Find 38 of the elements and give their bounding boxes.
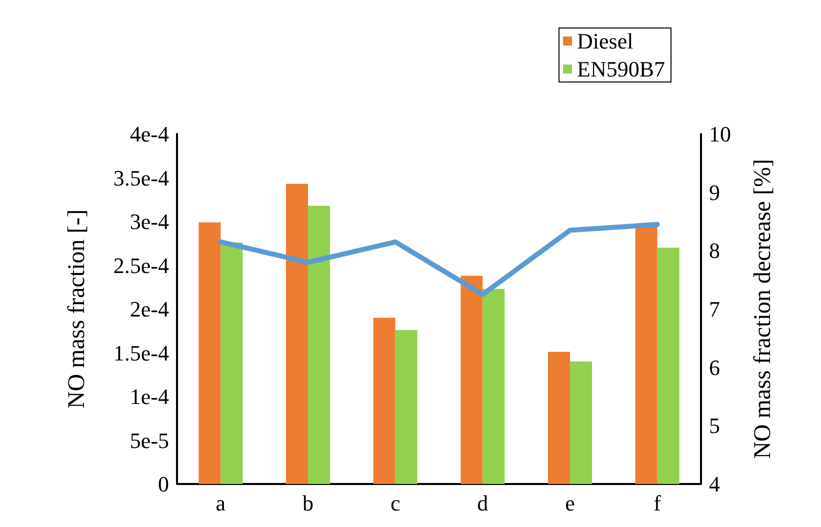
y-tick-label: 5e-5 xyxy=(130,428,169,453)
x-tick-label: a xyxy=(216,490,226,516)
y2-tick-label: 4 xyxy=(709,472,720,496)
x-tick-label: e xyxy=(565,490,575,516)
x-tick-label: f xyxy=(654,490,662,516)
y-tick-label: 2.5e-4 xyxy=(113,252,169,278)
y2-tick-label: 8 xyxy=(709,238,720,264)
bar xyxy=(220,242,243,484)
y2-tick-label: 6 xyxy=(709,354,720,380)
bar xyxy=(482,288,505,484)
y-axis-title: NO mass fraction [-] xyxy=(64,209,90,409)
y-tick-label: 4e-4 xyxy=(130,122,169,146)
y2-axis-title: NO mass fraction decrease [%] xyxy=(750,159,776,459)
y-tick-label: 2e-4 xyxy=(130,296,169,322)
y2-tick-label: 10 xyxy=(709,122,731,146)
y-tick-label: 1.5e-4 xyxy=(113,340,169,366)
bar xyxy=(373,318,396,484)
y-tick-label: 3e-4 xyxy=(130,209,169,234)
y-tick-label: 1e-4 xyxy=(130,384,169,409)
legend-label: Diesel xyxy=(577,28,634,54)
bar xyxy=(570,362,592,484)
x-tick-label: b xyxy=(302,490,314,516)
y-tick-label: 0 xyxy=(158,472,169,496)
y2-tick-label: 9 xyxy=(709,180,720,205)
bar xyxy=(548,352,570,484)
bar xyxy=(286,184,308,484)
y2-tick-label: 5 xyxy=(709,413,720,438)
y2-tick-label: 7 xyxy=(709,296,720,322)
x-tick-label: c xyxy=(390,490,400,516)
y-tick-label: 3.5e-4 xyxy=(113,165,169,190)
legend-label: EN590B7 xyxy=(577,56,665,82)
bar xyxy=(460,276,483,484)
bar xyxy=(657,248,680,484)
bar xyxy=(308,206,330,484)
x-tick-label: d xyxy=(477,490,488,516)
bar xyxy=(395,330,418,484)
bar xyxy=(635,225,658,484)
bar xyxy=(198,222,221,484)
